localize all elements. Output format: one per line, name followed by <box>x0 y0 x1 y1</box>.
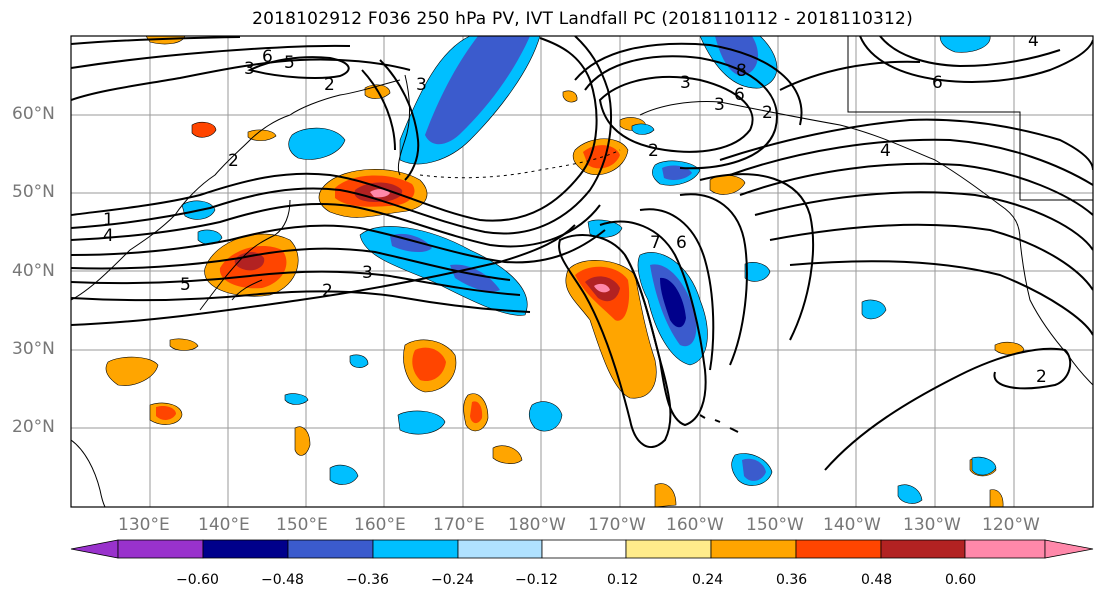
colorbar-tick: 0.60 <box>945 572 977 588</box>
colorbar-tick: −0.60 <box>176 572 219 588</box>
contour-label: 2 <box>322 281 333 301</box>
colorbar-bin <box>710 539 797 559</box>
colorbar-extend-left <box>70 539 119 559</box>
lon-label: 150°E <box>276 515 328 535</box>
contour-label: 3 <box>362 263 373 283</box>
lon-label: 160°W <box>666 515 724 535</box>
gridlines <box>71 36 1093 507</box>
coast-kamchatka <box>397 74 411 176</box>
colorbar-bin <box>457 539 543 559</box>
contour-label: 2 <box>324 75 335 95</box>
pv-anomaly-fills <box>105 36 1025 507</box>
colorbar-bin <box>117 539 204 559</box>
lon-label: 170°E <box>433 515 485 535</box>
coast-japan <box>199 199 291 311</box>
lon-label: 160°E <box>354 515 406 535</box>
lon-label: 180°W <box>508 515 566 535</box>
lon-label: 130°W <box>903 515 961 535</box>
colorbar-tick: 0.36 <box>776 572 808 588</box>
lon-label: 170°W <box>588 515 646 535</box>
contour-label: 5 <box>284 53 295 73</box>
coast-philippines <box>71 439 106 507</box>
lat-label: 50°N <box>12 182 55 202</box>
colorbar-bin <box>625 539 712 559</box>
lon-label: 130°E <box>118 515 170 535</box>
contour-label: 6 <box>932 73 943 93</box>
plot-frame <box>70 35 1094 508</box>
contour-label: 6 <box>676 233 687 253</box>
contour-label: 1 <box>103 210 114 230</box>
lat-label: 30°N <box>12 339 55 359</box>
coast-na-west <box>1019 239 1093 386</box>
colorbar-bin <box>287 539 374 559</box>
coast-hawaii <box>699 414 739 433</box>
colorbar <box>70 539 1094 559</box>
lat-label: 20°N <box>12 417 55 437</box>
map-title: 2018102912 F036 250 hPa PV, IVT Landfall… <box>252 9 913 29</box>
contour-label: 3 <box>714 95 725 115</box>
contour-label: 7 <box>650 233 661 253</box>
contour-label: 3 <box>680 73 691 93</box>
colorbar-bin <box>880 539 966 559</box>
coast-aleutians <box>419 149 621 179</box>
contour-label: 4 <box>880 141 891 161</box>
contour-label: 2 <box>648 141 659 161</box>
colorbar-bin <box>795 539 882 559</box>
contour-label: 8 <box>736 61 747 81</box>
border-canada <box>847 36 1093 201</box>
ivt-contours <box>71 36 1093 471</box>
colorbar-extend-right <box>1044 539 1094 559</box>
contour-label: 4 <box>1028 31 1039 51</box>
lat-label: 60°N <box>12 104 55 124</box>
lon-label: 140°E <box>198 515 250 535</box>
colorbar-tick: −0.24 <box>431 572 474 588</box>
contour-label: 5 <box>180 275 191 295</box>
contour-label: 2 <box>228 151 239 171</box>
colorbar-bin <box>372 539 459 559</box>
contour-label: 3 <box>244 59 255 79</box>
blob-trough-positive <box>565 260 657 399</box>
coast-alaska <box>639 101 1021 241</box>
colorbar-tick: 0.48 <box>861 572 893 588</box>
colorbar-tick: 0.12 <box>607 572 639 588</box>
colorbar-bin <box>964 539 1046 559</box>
contour-label: 2 <box>1036 367 1047 387</box>
lon-label: 150°W <box>746 515 804 535</box>
lon-label: 120°W <box>982 515 1040 535</box>
coastlines <box>71 36 1093 507</box>
colorbar-tick: −0.48 <box>261 572 304 588</box>
lon-label: 140°W <box>823 515 881 535</box>
contour-label: 6 <box>262 47 273 67</box>
colorbar-tick: −0.36 <box>346 572 389 588</box>
colorbar-bin <box>541 539 627 559</box>
contour-label: 4 <box>103 226 114 246</box>
contour-label: 3 <box>416 75 427 95</box>
contour-label: 6 <box>734 85 745 105</box>
coast-asia <box>71 79 401 301</box>
contour-label: 2 <box>762 103 773 123</box>
colorbar-tick: −0.12 <box>515 572 558 588</box>
lat-label: 40°N <box>12 261 55 281</box>
colorbar-tick: 0.24 <box>692 572 724 588</box>
colorbar-bin <box>202 539 289 559</box>
